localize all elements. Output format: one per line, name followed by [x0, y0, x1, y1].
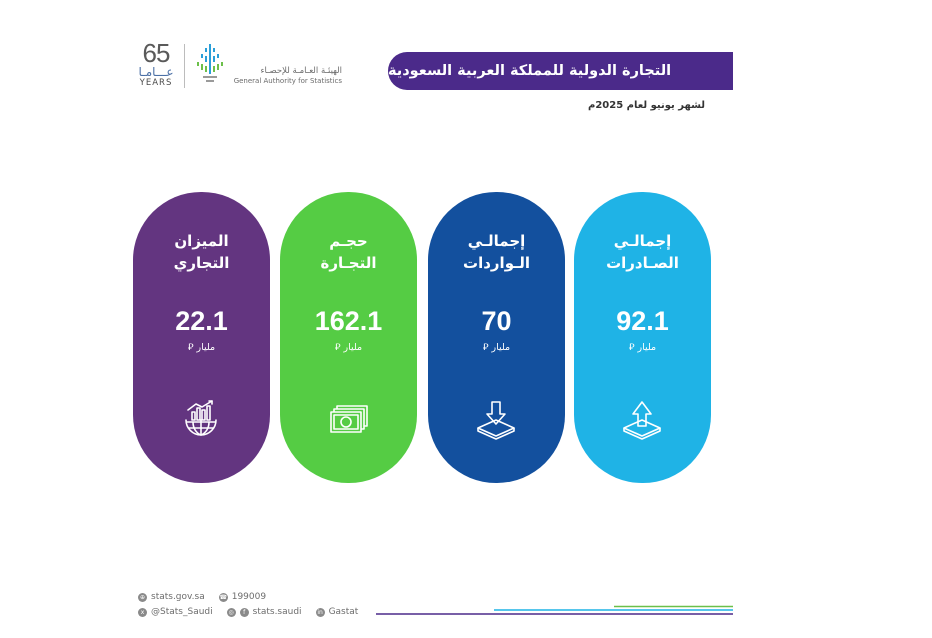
trade-balance-card: الميزان التجاري 22.1 مليار ⃁ [133, 192, 270, 483]
gastat-name-english: General Authority for Statistics [233, 77, 342, 85]
card-label: إجمالـي الصـادرات [574, 230, 711, 274]
card-value: 92.1 [616, 306, 669, 336]
card-label-line2: التجـارة [320, 254, 377, 272]
footer-phone-text: 199009 [231, 592, 267, 602]
card-value: 162.1 [314, 306, 383, 336]
x-twitter-icon: x [138, 608, 147, 617]
gastat-name-arabic: الهيئـة العـامـة للإحصـاء [260, 66, 342, 76]
card-label-line1: الميزان [174, 232, 229, 250]
anniversary-logo: 65 عـــامـا YEARS [134, 40, 178, 92]
globe-growth-chart-icon [185, 400, 217, 436]
trade-volume-card: حجـم التجـارة 162.1 مليار ⃁ [280, 192, 417, 483]
card-unit: مليار ⃁ [334, 342, 363, 353]
anniversary-english: YEARS [139, 78, 173, 88]
page-subtitle: لشهر يونيو لعام 2025م [588, 100, 705, 111]
total-exports-card: إجمالـي الصـادرات 92.1 مليار ⃁ [574, 192, 711, 483]
footer-linkedin[interactable]: in Gastat [315, 605, 359, 620]
logo-divider [184, 44, 185, 88]
linkedin-icon: in [315, 608, 325, 617]
footer-contacts: ⊕ stats.gov.sa ☎ 199009 x @Stats_Saudi ◎… [138, 590, 358, 620]
anniversary-arabic: عـــامـا [138, 65, 174, 79]
footer-website[interactable]: ⊕ stats.gov.sa [138, 590, 205, 605]
footer-twitter[interactable]: x @Stats_Saudi [138, 605, 213, 620]
card-label-line1: إجمالـي [467, 232, 526, 250]
footer-twitter-text: @Stats_Saudi [151, 607, 213, 617]
gastat-name: الهيئـة العـامـة للإحصـاء General Author… [232, 66, 342, 86]
page-title: التجارة الدولية للمملكة العربية السعودية [388, 63, 672, 79]
anniversary-number: 65 [142, 38, 171, 68]
card-label: إجمالـي الـواردات [428, 230, 565, 274]
instagram-icon: ◎ [226, 608, 236, 617]
globe-icon: ⊕ [138, 593, 147, 602]
footer-website-text: stats.gov.sa [151, 592, 205, 602]
card-value: 70 [481, 306, 512, 336]
download-tray-icon [477, 401, 515, 440]
card-unit: مليار ⃁ [187, 342, 216, 353]
banknotes-icon [330, 405, 368, 433]
card-label-line1: إجمالـي [613, 232, 672, 250]
upload-tray-icon [623, 401, 661, 440]
card-label: الميزان التجاري [133, 230, 270, 274]
phone-icon: ☎ [218, 593, 228, 602]
card-value: 22.1 [175, 306, 228, 336]
gastat-emblem-icon [197, 44, 223, 82]
card-unit: مليار ⃁ [482, 342, 511, 353]
title-banner: التجارة الدولية للمملكة العربية السعودية [388, 52, 733, 90]
card-unit: مليار ⃁ [628, 342, 657, 353]
footer-phone[interactable]: ☎ 199009 [218, 590, 267, 605]
card-label: حجـم التجـارة [280, 230, 417, 274]
card-label-line2: التجاري [173, 254, 230, 272]
footer-instagram-text: stats.saudi [252, 607, 302, 617]
card-label-line1: حجـم [329, 232, 368, 250]
card-label-line2: الصـادرات [606, 254, 679, 272]
total-imports-card: إجمالـي الـواردات 70 مليار ⃁ [428, 192, 565, 483]
footer-instagram-facebook[interactable]: ◎ f stats.saudi [226, 605, 302, 620]
footer-linkedin-text: Gastat [328, 607, 359, 617]
card-label-line2: الـواردات [463, 254, 530, 272]
footer-decorative-lines [376, 605, 733, 615]
facebook-icon: f [239, 608, 249, 617]
